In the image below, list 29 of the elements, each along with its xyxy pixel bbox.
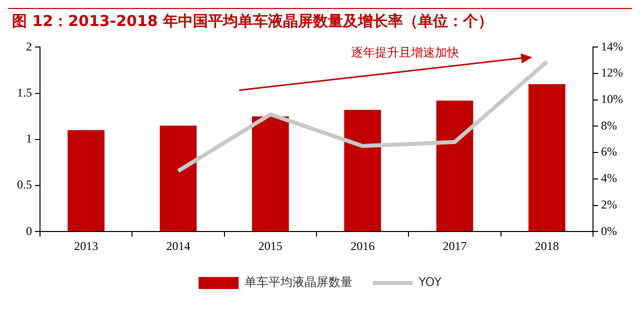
x-tick-label: 2014 bbox=[166, 238, 190, 253]
bar bbox=[528, 84, 566, 232]
y2-tick-label: 2% bbox=[601, 197, 618, 212]
annotation: 逐年提升且增速加快 bbox=[350, 45, 459, 60]
x-tick-label: 2013 bbox=[74, 238, 98, 253]
y-tick-label: 0 bbox=[26, 224, 32, 238]
x-tick-label: 2015 bbox=[258, 238, 282, 253]
y-tick-label: 1 bbox=[26, 132, 32, 146]
bar bbox=[160, 126, 197, 232]
y2-tick-label: 4% bbox=[601, 171, 618, 186]
y2-tick-label: 0% bbox=[601, 224, 618, 238]
y2-tick-label: 10% bbox=[601, 92, 624, 106]
legend-label: 单车平均液晶屏数量 bbox=[244, 275, 353, 290]
y2-tick-label: 6% bbox=[601, 144, 618, 159]
y2-tick-label: 14% bbox=[601, 39, 624, 54]
legend-label: YOY bbox=[418, 275, 442, 290]
x-tick-label: 2017 bbox=[442, 238, 467, 253]
y2-tick-label: 12% bbox=[601, 66, 624, 80]
y-tick-label: 2 bbox=[26, 39, 32, 54]
y2-tick-label: 8% bbox=[601, 118, 618, 132]
y-tick-label: 0.5 bbox=[17, 178, 32, 192]
chart-title: 图 12：2013-2018 年中国平均单车液晶屏数量及增长率（单位：个） bbox=[8, 8, 632, 37]
y-tick-label: 1.5 bbox=[17, 85, 32, 100]
bar bbox=[344, 110, 382, 232]
x-tick-label: 2016 bbox=[350, 238, 375, 253]
bar bbox=[68, 130, 105, 232]
bar bbox=[436, 100, 474, 232]
bar bbox=[252, 116, 289, 232]
x-tick-label: 2018 bbox=[534, 238, 559, 253]
